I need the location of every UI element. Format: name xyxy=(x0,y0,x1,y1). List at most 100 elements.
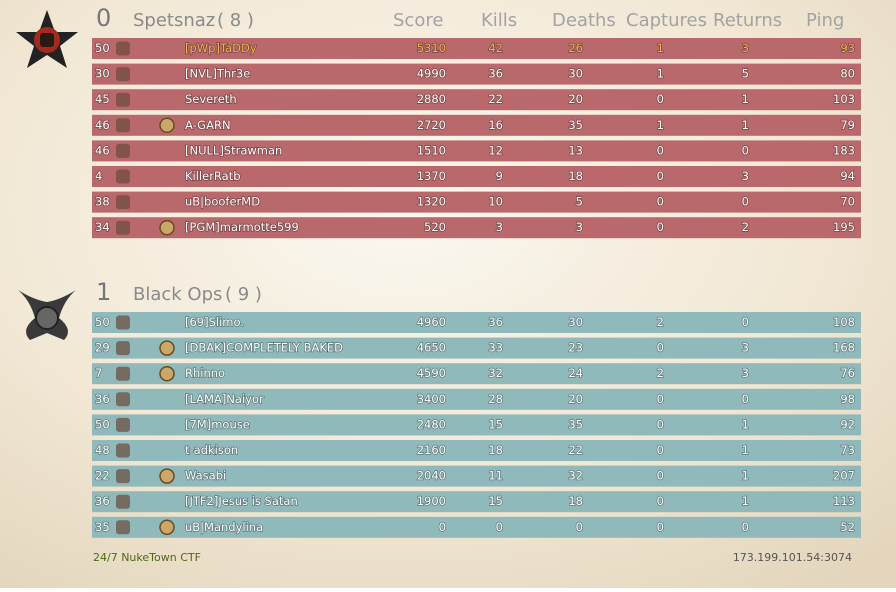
player-stat: 1 xyxy=(657,41,664,55)
server-address: 173.199.101.54:3074 xyxy=(733,551,852,564)
player-stat: 32 xyxy=(488,366,503,380)
player-row xyxy=(92,191,861,213)
player-stat: 93 xyxy=(840,41,855,55)
rank-icon xyxy=(116,366,130,381)
team-count: ( 8 ) xyxy=(217,10,254,31)
player-rank: 46 xyxy=(95,118,110,132)
player-stat: 22 xyxy=(568,443,583,457)
player-name: uB|Mandylina xyxy=(185,520,263,534)
player-stat: 2 xyxy=(657,366,664,380)
team-score: 1 xyxy=(96,278,111,306)
player-stat: 2040 xyxy=(417,469,446,483)
player-stat: 3400 xyxy=(417,392,446,406)
player-stat: 0 xyxy=(742,520,749,534)
player-stat: 94 xyxy=(840,169,855,183)
player-stat: 30 xyxy=(568,315,583,329)
player-stat: 73 xyxy=(840,443,855,457)
player-stat: 168 xyxy=(833,341,855,355)
player-stat: 1 xyxy=(742,118,749,132)
player-stat: 18 xyxy=(488,443,503,457)
player-stat: 13 xyxy=(568,143,583,157)
black-ops-emblem xyxy=(18,290,76,340)
player-stat: 22 xyxy=(488,92,503,106)
player-stat: 0 xyxy=(496,520,503,534)
player-name: [DBAK]COMPLETELY BAKED xyxy=(185,341,343,355)
rank-icon xyxy=(116,392,130,407)
player-rank: 29 xyxy=(95,341,110,355)
player-stat: 98 xyxy=(840,392,855,406)
player-stat: 0 xyxy=(576,520,583,534)
player-stat: 1 xyxy=(657,118,664,132)
player-stat: 0 xyxy=(657,220,664,234)
player-stat: 520 xyxy=(424,220,446,234)
player-row xyxy=(92,465,861,487)
player-row xyxy=(92,491,861,513)
player-stat: 1 xyxy=(742,443,749,457)
player-name: [pWp]TaDDy xyxy=(185,41,257,55)
player-stat: 3 xyxy=(742,41,749,55)
player-row xyxy=(92,312,861,333)
prestige-badge xyxy=(159,468,175,484)
player-stat: 20 xyxy=(568,92,583,106)
player-stat: 30 xyxy=(568,67,583,81)
player-name: uB|booferMD xyxy=(185,195,260,209)
column-header: Returns xyxy=(713,10,782,31)
player-stat: 33 xyxy=(488,341,503,355)
rank-icon xyxy=(116,520,130,535)
player-name: Rhinno xyxy=(185,366,225,380)
player-row xyxy=(92,440,861,461)
rank-icon xyxy=(116,169,130,184)
map-name: 24/7 NukeTown CTF xyxy=(93,551,201,564)
player-rank: 45 xyxy=(95,92,110,106)
player-row xyxy=(92,89,861,111)
player-stat: 0 xyxy=(657,443,664,457)
column-header: Ping xyxy=(806,10,844,31)
rank-icon xyxy=(116,118,130,133)
prestige-badge xyxy=(159,340,175,356)
player-stat: 2480 xyxy=(417,417,446,431)
player-stat: 1 xyxy=(742,494,749,508)
player-row xyxy=(92,217,861,239)
player-stat: 0 xyxy=(742,195,749,209)
player-stat: 76 xyxy=(840,366,855,380)
player-stat: 92 xyxy=(840,417,855,431)
rank-icon xyxy=(116,443,130,458)
player-stat: 1370 xyxy=(417,169,446,183)
rank-icon xyxy=(116,220,130,235)
player-stat: 70 xyxy=(840,195,855,209)
player-stat: 3 xyxy=(576,220,583,234)
player-stat: 3 xyxy=(742,341,749,355)
column-header: Captures xyxy=(626,10,707,31)
player-stat: 42 xyxy=(488,41,503,55)
player-rank: 38 xyxy=(95,195,110,209)
player-stat: 2720 xyxy=(417,118,446,132)
player-name: [JTF2]Jesus is Satan xyxy=(185,494,298,508)
player-stat: 3 xyxy=(742,169,749,183)
player-stat: 1900 xyxy=(417,494,446,508)
player-row xyxy=(92,166,861,187)
player-row xyxy=(92,363,861,385)
player-stat: 4590 xyxy=(417,366,446,380)
player-stat: 0 xyxy=(439,520,446,534)
player-stat: 79 xyxy=(840,118,855,132)
rank-icon xyxy=(116,92,130,107)
player-stat: 0 xyxy=(742,143,749,157)
player-name: A-GARN xyxy=(185,118,231,132)
rank-icon xyxy=(116,41,130,56)
player-stat: 10 xyxy=(488,195,503,209)
player-stat: 1 xyxy=(742,92,749,106)
player-rank: 4 xyxy=(95,169,102,183)
player-rank: 48 xyxy=(95,443,110,457)
player-stat: 4960 xyxy=(417,315,446,329)
player-stat: 103 xyxy=(833,92,855,106)
player-row xyxy=(92,388,861,410)
player-rank: 34 xyxy=(95,220,110,234)
player-name: [PGM]marmotte599 xyxy=(185,220,299,234)
rank-icon xyxy=(116,341,130,356)
player-rank: 50 xyxy=(95,41,110,55)
player-rank: 50 xyxy=(95,315,110,329)
player-stat: 2160 xyxy=(417,443,446,457)
player-stat: 5 xyxy=(742,67,749,81)
player-stat: 3 xyxy=(496,220,503,234)
prestige-badge xyxy=(159,365,175,382)
